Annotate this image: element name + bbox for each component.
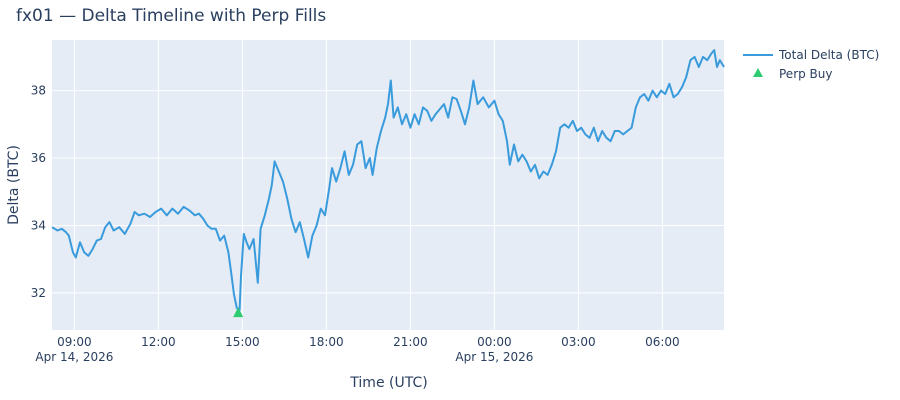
y-axis-title: Delta (BTC) — [6, 145, 22, 225]
series-layer — [51, 49, 725, 318]
x-axis-title: Time (UTC) — [349, 375, 427, 391]
x-tick-label: 06:00 — [645, 335, 680, 349]
legend-triangle-icon — [753, 68, 763, 77]
y-axis-ticks: 32 34 36 38 — [31, 84, 46, 300]
y-tick-label: 36 — [31, 151, 46, 165]
x-tick-label: 00:00 — [477, 335, 512, 349]
x-date-label: Apr 15, 2026 — [455, 350, 533, 364]
x-tick-label: 15:00 — [225, 335, 260, 349]
x-tick-label: 09:00 — [57, 335, 92, 349]
chart-title: fx01 — Delta Timeline with Perp Fills — [16, 6, 326, 26]
x-date-label: Apr 14, 2026 — [35, 350, 113, 364]
y-tick-label: 34 — [31, 218, 46, 232]
x-tick-label: 03:00 — [561, 335, 596, 349]
series-line-total-delta[interactable] — [51, 49, 725, 311]
plot-area — [52, 40, 724, 330]
legend[interactable]: Total Delta (BTC) Perp Buy — [743, 48, 879, 81]
legend-label-total-delta[interactable]: Total Delta (BTC) — [778, 48, 879, 62]
x-axis-ticks: 09:00 12:00 15:00 18:00 21:00 00:00 03:00 06:00… — [35, 335, 679, 364]
gridlines — [52, 40, 724, 330]
perp-buy-marker[interactable] — [233, 307, 244, 318]
y-tick-label: 38 — [31, 84, 46, 98]
y-tick-label: 32 — [31, 286, 46, 300]
legend-label-perp-buy[interactable]: Perp Buy — [779, 67, 833, 81]
x-tick-label: 18:00 — [309, 335, 344, 349]
x-tick-label: 21:00 — [393, 335, 428, 349]
x-tick-label: 12:00 — [141, 335, 176, 349]
